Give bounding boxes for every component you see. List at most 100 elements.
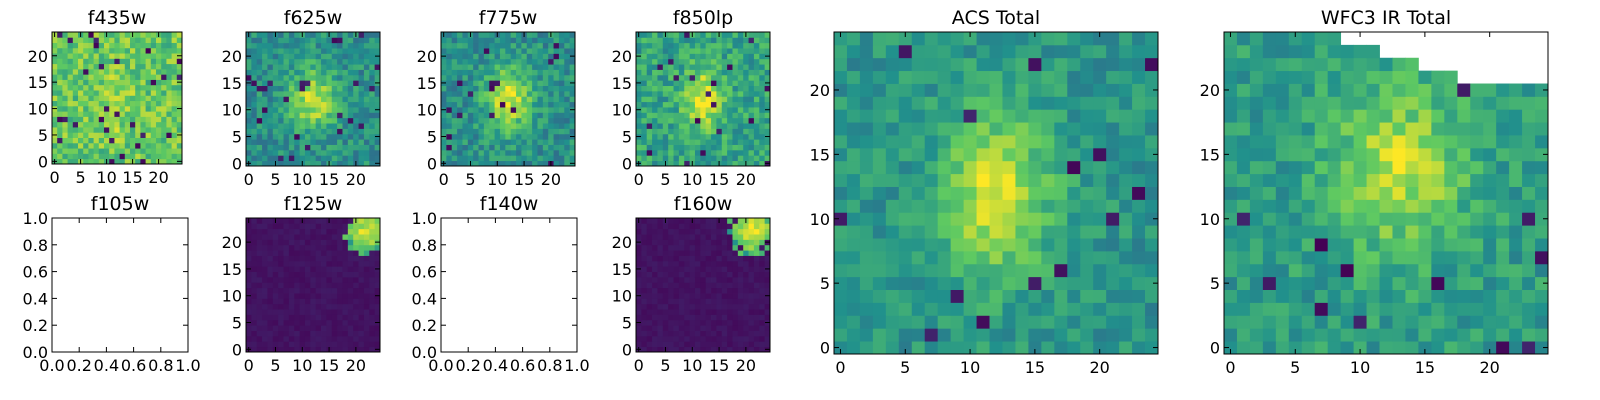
heatmap-cell xyxy=(526,85,533,92)
heatmap-cell xyxy=(652,239,658,246)
heatmap-cell xyxy=(1093,212,1107,226)
heatmap-cell xyxy=(294,218,300,224)
heatmap-cell xyxy=(911,83,926,97)
heatmap-cell xyxy=(369,96,376,103)
heatmap-cell xyxy=(478,160,485,167)
heatmap-cell xyxy=(834,160,848,175)
heatmap-cell xyxy=(67,158,74,165)
heatmap-cell xyxy=(652,276,658,283)
heatmap-cell xyxy=(337,223,343,230)
heatmap-cell xyxy=(321,128,327,135)
heatmap-cell xyxy=(140,158,146,165)
x-tick-label: 0 xyxy=(50,168,60,187)
heatmap-cell xyxy=(278,37,284,44)
heatmap-cell xyxy=(548,101,554,108)
heatmap-cell xyxy=(363,128,370,135)
heatmap-cell xyxy=(262,341,268,348)
heatmap-cell xyxy=(369,293,376,299)
heatmap-cell xyxy=(1483,315,1497,329)
heatmap-cell xyxy=(467,80,474,86)
heatmap-cell xyxy=(278,74,284,81)
heatmap-cell xyxy=(124,95,131,102)
heatmap-cell xyxy=(283,271,290,278)
heatmap-cell xyxy=(294,42,300,49)
x-tick-label: 0.2 xyxy=(66,356,91,375)
heatmap-cell xyxy=(283,314,290,321)
heatmap-cell xyxy=(473,96,479,103)
heatmap-cell xyxy=(93,84,100,91)
heatmap-cell xyxy=(743,112,749,119)
heatmap-cell xyxy=(278,341,284,348)
heatmap-cell xyxy=(558,112,565,119)
heatmap-cell xyxy=(288,293,295,299)
heatmap-cell xyxy=(721,234,728,240)
heatmap-cell xyxy=(1106,83,1120,97)
heatmap-cell xyxy=(337,218,343,224)
heatmap-cell xyxy=(166,153,172,160)
heatmap-cell xyxy=(700,80,707,86)
heatmap-cell xyxy=(369,319,376,326)
heatmap-cell xyxy=(521,42,528,49)
heatmap-cell xyxy=(834,70,848,84)
heatmap-cell xyxy=(114,74,120,80)
heatmap-cell xyxy=(748,325,755,331)
heatmap-cell xyxy=(657,32,664,38)
heatmap-cell xyxy=(1418,315,1432,329)
heatmap-cell xyxy=(700,48,707,54)
heatmap-cell xyxy=(737,303,744,310)
heatmap-cell xyxy=(1236,238,1251,252)
heatmap-cell xyxy=(753,48,760,54)
heatmap-cell xyxy=(353,266,359,272)
heatmap-cell xyxy=(135,90,141,96)
heatmap-cell xyxy=(721,85,728,92)
heatmap-cell xyxy=(542,32,549,38)
heatmap-cell xyxy=(1288,341,1303,355)
x-tick-label: 20 xyxy=(736,170,756,189)
heatmap-cell xyxy=(732,303,739,310)
heatmap-cell xyxy=(288,255,295,262)
heatmap-cell xyxy=(256,330,263,337)
heatmap-cell xyxy=(564,80,571,86)
heatmap-cell xyxy=(57,63,63,70)
heatmap-cell xyxy=(278,139,284,145)
heatmap-cell xyxy=(342,101,349,108)
heatmap-cell xyxy=(1080,199,1094,213)
heatmap-cell xyxy=(337,282,343,289)
y-tick-label: 0.0 xyxy=(412,343,437,362)
heatmap-cell xyxy=(57,42,63,49)
heatmap-cell xyxy=(737,287,744,294)
heatmap-cell xyxy=(246,271,252,278)
heatmap-cell xyxy=(732,218,739,224)
heatmap-cell xyxy=(678,96,685,103)
heatmap-cell xyxy=(369,107,376,113)
heatmap-cell xyxy=(737,48,744,54)
heatmap-cell xyxy=(315,271,322,278)
heatmap-cell xyxy=(727,32,733,38)
heatmap-cell xyxy=(88,132,94,138)
heatmap-cell xyxy=(374,74,381,81)
heatmap-cell xyxy=(646,298,653,305)
heatmap-cell xyxy=(114,47,120,54)
heatmap-cell xyxy=(283,341,290,348)
heatmap-cell xyxy=(161,58,167,65)
heatmap-cell xyxy=(363,287,370,294)
heatmap-cell xyxy=(558,155,565,162)
heatmap-cell xyxy=(963,122,977,136)
heatmap-cell xyxy=(104,137,110,144)
heatmap-cell xyxy=(748,276,755,283)
heatmap-cell xyxy=(278,85,284,92)
panel-title: f435w xyxy=(88,7,147,29)
heatmap-cell xyxy=(1041,276,1055,290)
heatmap-cell xyxy=(478,112,485,119)
heatmap-cell xyxy=(521,37,528,44)
heatmap-cell xyxy=(441,112,447,119)
heatmap-cell xyxy=(705,218,712,224)
heatmap-cell xyxy=(72,95,79,102)
heatmap-cell xyxy=(176,68,183,75)
heatmap-cell xyxy=(267,101,274,108)
heatmap-cell xyxy=(109,148,115,154)
heatmap-cell xyxy=(124,32,131,38)
heatmap-cell xyxy=(668,128,674,135)
heatmap-cell xyxy=(299,239,306,246)
heatmap-cell xyxy=(1236,328,1251,342)
